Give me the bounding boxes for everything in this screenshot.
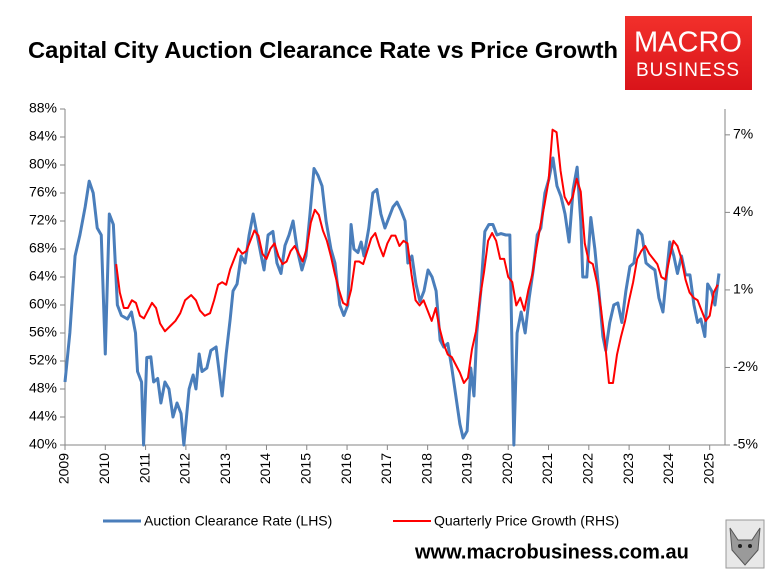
- x-tick-label: 2022: [580, 453, 596, 484]
- x-tick-label: 2017: [378, 453, 394, 484]
- x-tick-label: 2016: [338, 453, 354, 484]
- y-tick-label: 68%: [29, 240, 57, 256]
- chart-title: Capital City Auction Clearance Rate vs P…: [28, 37, 618, 63]
- y-tick-label: 40%: [29, 436, 57, 452]
- x-tick-label: 2014: [257, 453, 273, 484]
- logo-text: BUSINESS: [636, 60, 740, 81]
- x-tick-label: 2010: [96, 453, 112, 484]
- legend-label: Auction Clearance Rate (LHS): [144, 513, 332, 529]
- y2-tick-label: -2%: [733, 358, 758, 374]
- x-tick-label: 2015: [297, 453, 313, 484]
- y2-tick-label: -5%: [733, 436, 758, 452]
- series-line: [63, 156, 721, 447]
- y-tick-label: 64%: [29, 268, 57, 284]
- x-tick-label: 2025: [700, 453, 716, 484]
- wolf-icon: [725, 519, 765, 569]
- x-tick-label: 2018: [418, 453, 434, 484]
- y-tick-label: 88%: [29, 100, 57, 116]
- x-tick-label: 2011: [136, 453, 152, 483]
- legend-label: Quarterly Price Growth (RHS): [434, 513, 619, 529]
- y-tick-label: 44%: [29, 408, 57, 424]
- y-tick-label: 72%: [29, 212, 57, 228]
- y2-tick-label: 7%: [733, 126, 753, 142]
- x-tick-label: 2019: [459, 453, 475, 484]
- y-tick-label: 48%: [29, 380, 57, 396]
- y-tick-label: 56%: [29, 324, 57, 340]
- x-tick-label: 2020: [499, 453, 515, 484]
- y-tick-label: 60%: [29, 296, 57, 312]
- y-tick-label: 80%: [29, 156, 57, 172]
- x-tick-label: 2013: [217, 453, 233, 484]
- series-line: [115, 128, 719, 384]
- y-tick-label: 52%: [29, 352, 57, 368]
- y-tick-label: 84%: [29, 128, 57, 144]
- x-tick-label: 2021: [539, 453, 555, 484]
- logo-box: [625, 16, 752, 90]
- footer-url: www.macrobusiness.com.au: [414, 541, 689, 563]
- y-tick-label: 76%: [29, 184, 57, 200]
- x-tick-label: 2023: [620, 453, 636, 484]
- x-tick-label: 2012: [177, 453, 193, 484]
- x-tick-label: 2024: [660, 453, 676, 484]
- y2-tick-label: 1%: [733, 281, 753, 297]
- logo-text: MACRO: [634, 27, 742, 59]
- x-tick-label: 2009: [56, 453, 72, 484]
- y2-tick-label: 4%: [733, 203, 753, 219]
